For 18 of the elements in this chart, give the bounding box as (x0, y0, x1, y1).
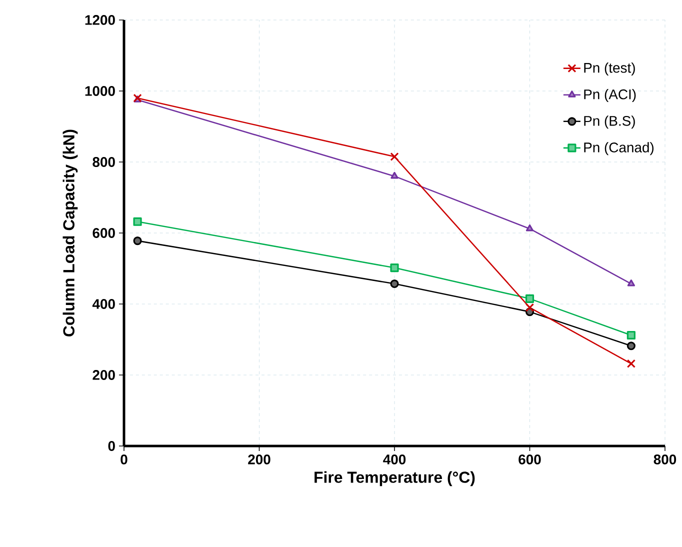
x-tick-label: 800 (654, 454, 676, 464)
y-tick-label: 600 (92, 228, 115, 238)
x-tick-label: 400 (383, 454, 406, 464)
legend-label: Pn (ACI) (584, 89, 636, 102)
legend-label: Pn (Canad) (584, 142, 654, 156)
x-tick-label: 0 (120, 454, 128, 464)
legend-label: Pn (B.S) (584, 116, 635, 129)
y-tick-label: 200 (92, 370, 115, 380)
y-tick-label: 1200 (85, 15, 115, 25)
y-tick-label: 400 (92, 299, 115, 309)
y-tick-label: 1000 (85, 86, 115, 96)
x-tick-label: 600 (518, 454, 541, 464)
x-tick-label: 200 (248, 454, 270, 464)
y-tick-label: 0 (108, 441, 115, 451)
y-tick-label: 800 (92, 157, 115, 167)
y-axis-title: Column Load Capacity (kN) (62, 130, 78, 336)
x-axis-title: Fire Temperature (°C) (314, 471, 475, 486)
legend-label: Pn (test) (584, 62, 635, 76)
